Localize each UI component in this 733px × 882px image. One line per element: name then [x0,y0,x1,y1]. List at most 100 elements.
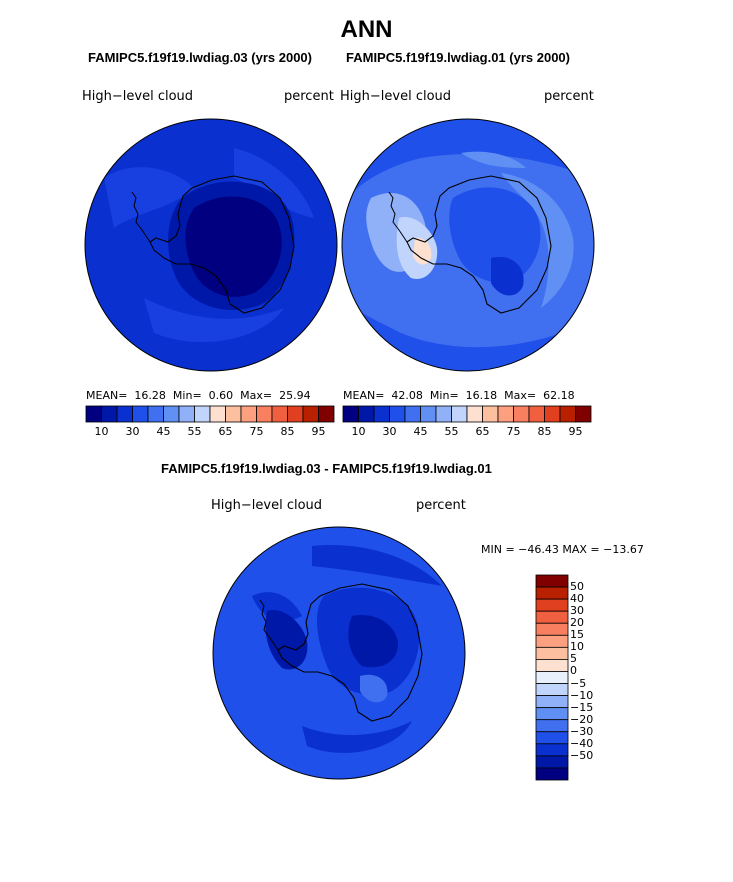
panel2-field-interior [449,187,541,283]
panel2-peninsula-coast [388,191,408,243]
panel2-map [341,118,595,372]
panel1-colorbar-tick-label: 95 [311,425,326,438]
panel1-colorbar-swatch [194,405,211,423]
panel1-variable-label: High−level cloud [82,89,194,104]
panel3-colorbar-tick-label: 40 [570,592,584,606]
panel3-colorbar-tick-label: 10 [570,640,584,654]
panel3-colorbar-tick-label: −20 [570,712,594,726]
panel3-field-patch [312,545,442,586]
panel3-map [212,526,466,780]
panel2-colorbar-tick-label: 10 [351,425,366,438]
panel1-colorbar-tick-label: 10 [94,425,109,438]
panel3-colorbar-swatch [535,743,569,757]
panel2-colorbar-swatch [373,405,390,423]
panel2-mean: 42.08 [391,389,423,402]
panel1-colorbar-swatch [209,405,226,423]
panel2-colorbar-swatch [342,405,359,423]
panel3-colorbar-swatch [535,610,569,624]
panel3-colorbar-tick-label: −15 [570,700,594,714]
panel3-colorbar-swatch [535,683,569,696]
panel3-minmax: MIN = −46.43 MAX = −13.67 [481,543,644,556]
panel1-colorbar-tick-label: 45 [156,425,171,438]
panel2-colorbar-tick-label: 85 [537,425,552,438]
panel1-coastline [149,175,295,314]
panel1-field-patch [104,167,194,228]
panel3-field-interior-low [348,615,398,668]
panel2-colorbar-swatch [358,405,375,423]
panel3-colorbar-tick-label: −50 [570,748,594,762]
panel2-field-max [413,237,432,265]
panel1-colorbar-swatch [302,405,319,423]
diff-title: FAMIPC5.f19f19.lwdiag.03 - FAMIPC5.f19f1… [161,461,492,476]
panel3-colorbar-swatch [535,731,569,745]
panel2-colorbar-swatch [482,405,499,423]
panel2-units-label: percent [544,89,594,104]
panel1-colorbar-tick-label: 65 [218,425,233,438]
panel2-field-patch [342,119,594,208]
panel1-colorbar-swatch [225,405,242,423]
panel2-colorbar-swatch [528,405,545,423]
panel1-colorbar-swatch [163,405,180,423]
panel1-units-label: percent [284,89,334,104]
panel3-coastline [277,583,423,722]
panel2-max: 62.18 [543,389,575,402]
panel2-max-label: Max= [504,389,537,402]
panel3-field-patch [302,721,412,753]
panel1-colorbar [85,405,335,423]
panel2-variable-label: High−level cloud [340,89,452,104]
panel1-case-title: FAMIPC5.f19f19.lwdiag.03 (yrs 2000) [88,50,312,65]
panel3-colorbar-swatch [535,659,569,672]
panel2-field-ross [491,256,524,296]
panel1-field-patch [144,298,284,343]
panel3-colorbar-tick-label: −5 [570,676,587,690]
panel1-max-label: Max= [240,389,273,402]
panel3-peninsula-coast [259,599,279,651]
panel1-colorbar-tick-label: 30 [125,425,140,438]
panel2-min: 16.18 [465,389,498,402]
panel1-colorbar-tick-label: 75 [249,425,264,438]
panel3-variable-label: High−level cloud [211,498,323,513]
panel3-colorbar-tick-label: 50 [570,580,584,594]
panel3-colorbar-swatch [535,598,569,612]
panel3-field-ross [360,674,388,703]
panel1-colorbar-ticks: 10 30 45 55 65 75 85 95 [86,425,334,439]
panel3-colorbar-tick-label: 0 [570,664,577,678]
panel2-colorbar-swatch [497,405,514,423]
panel1-colorbar-swatch [116,405,133,423]
panel2-colorbar-swatch [559,405,576,423]
panel3-field-peninsula-low [265,610,308,670]
panel2-map-border [341,118,595,372]
panel3-colorbar-tick-label: −10 [570,688,594,702]
panel3-colorbar-tick-label: −40 [570,736,594,750]
panel1-colorbar-swatch [101,405,118,423]
panel1-colorbar-swatch [256,405,273,423]
figure-title: ANN [340,16,393,43]
panel1-mean-label: MEAN= [86,389,128,402]
panel1-field-patch [234,148,314,218]
panel1-colorbar-tick-label: 55 [187,425,202,438]
panel3-colorbar-swatch [535,695,569,709]
panel2-colorbar-swatch [451,405,468,423]
panel2-colorbar-swatch [420,405,437,423]
panel1-colorbar-swatch [240,405,257,423]
panel2-colorbar-tick-label: 30 [382,425,397,438]
panel3-colorbar-tick-label: −30 [570,724,594,738]
panel1-colorbar-swatch [271,405,288,423]
panel2-field-ring [501,173,574,308]
panel1-colorbar-swatch [147,405,164,423]
panel3-units-label: percent [416,498,466,513]
panel2-colorbar-swatch [404,405,421,423]
panel3-colorbar-swatch [535,574,569,588]
panel3-colorbar-tick-label: 5 [570,652,577,666]
panel3-colorbar-swatch [535,755,569,769]
panel1-map-border [84,118,338,372]
panel1-map [84,118,338,372]
panel3-colorbar-swatch [535,646,569,660]
panel2-colorbar-swatch [389,405,406,423]
panel3-field-patch [252,592,302,621]
panel2-colorbar-swatch [544,405,561,423]
panel3-colorbar-swatch [535,671,569,684]
panel3-colorbar-swatch [535,767,569,781]
panel3-colorbar-tick-label: 20 [570,616,584,630]
panel3-colorbar-tick-label: 15 [570,628,584,642]
